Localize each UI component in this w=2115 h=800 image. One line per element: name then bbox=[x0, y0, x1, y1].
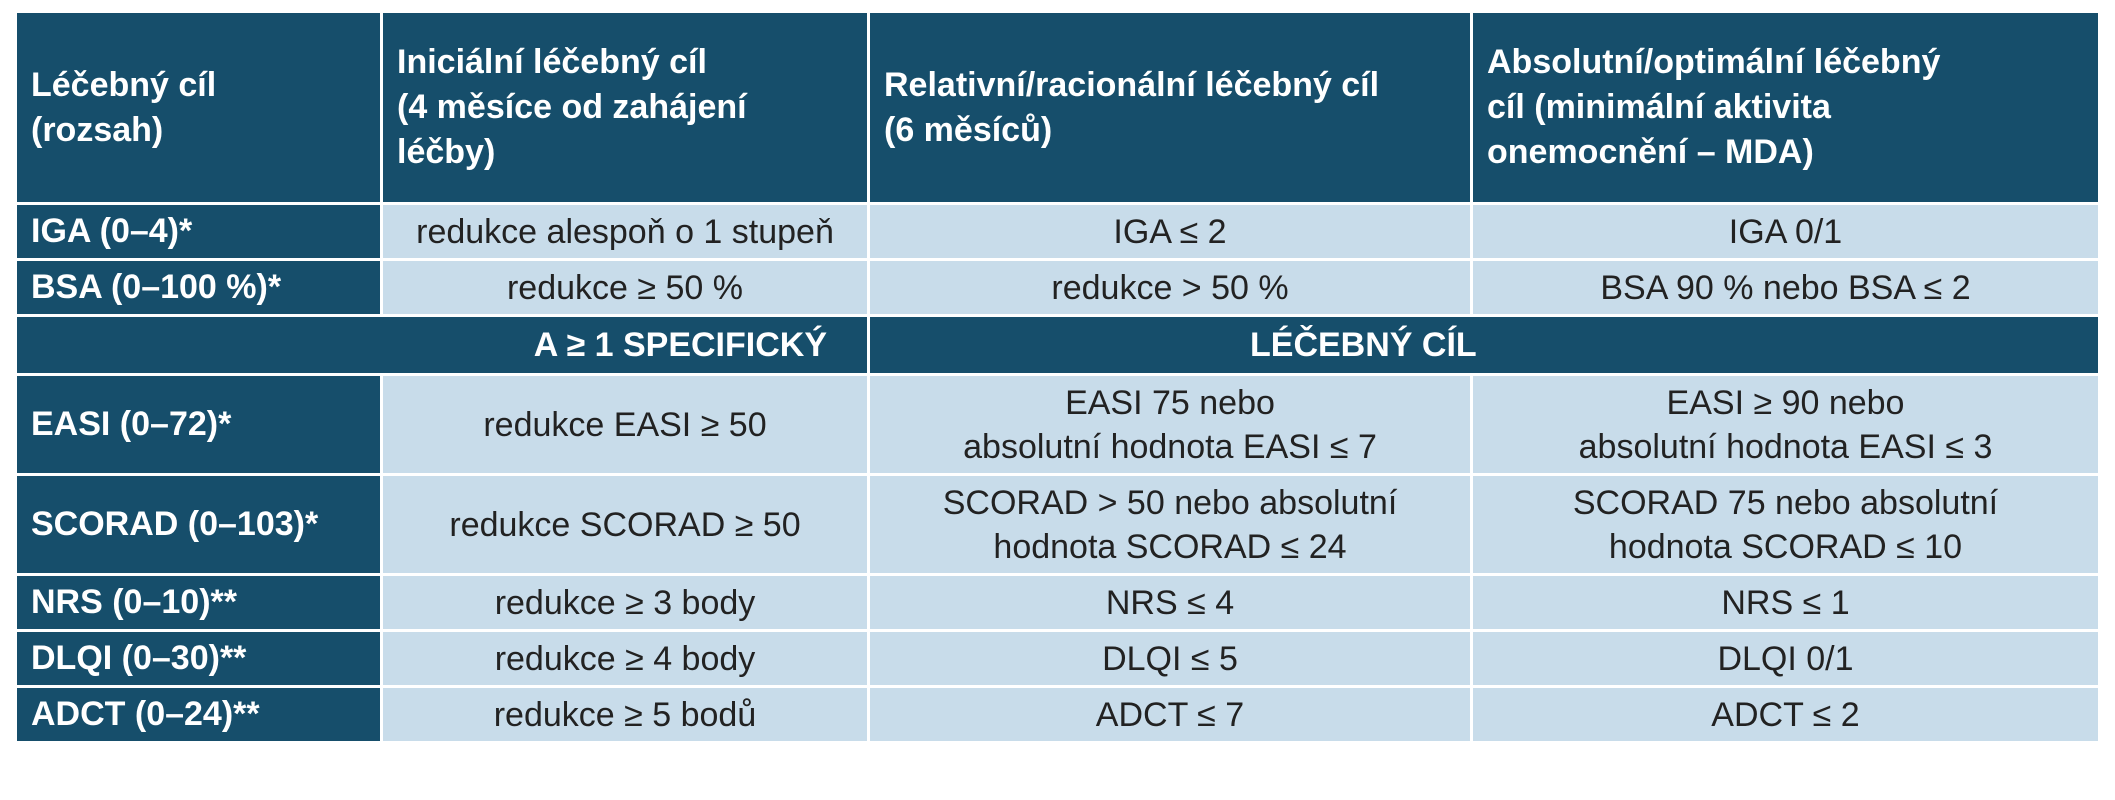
cell-line: redukce EASI ≥ 50 bbox=[483, 405, 767, 444]
header-relative-goal: Relativní/racionální léčebný cíl (6 měsí… bbox=[867, 10, 1473, 205]
relative-goal-cell: IGA ≤ 2 bbox=[867, 202, 1473, 261]
cell-line: redukce ≥ 5 bodů bbox=[493, 695, 757, 734]
relative-goal-cell: SCORAD > 50 nebo absolutní hodnota SCORA… bbox=[867, 473, 1473, 576]
cell-line: redukce ≥ 50 % bbox=[506, 268, 743, 307]
header-text-line: (4 měsíce od zahájení bbox=[397, 88, 747, 126]
header-text-line: onemocnění – MDA) bbox=[1487, 133, 1814, 171]
separator-row: A ≥ 1 SPECIFICKÝ LÉČEBNÝ CÍL bbox=[14, 314, 2101, 376]
cell-line: BSA 90 % nebo BSA ≤ 2 bbox=[1600, 268, 1971, 307]
cell-line: IGA 0/1 bbox=[1728, 212, 1843, 251]
cell-line: EASI ≥ 90 nebo bbox=[1666, 383, 1905, 422]
cell-line: redukce alespoň o 1 stupeň bbox=[416, 212, 834, 251]
row-label: IGA (0–4)* bbox=[14, 202, 383, 261]
absolute-goal-cell: EASI ≥ 90 nebo absolutní hodnota EASI ≤ … bbox=[1470, 373, 2101, 476]
header-text-line: Relativní/racionální léčebný cíl bbox=[884, 65, 1380, 104]
header-text-line: (rozsah) bbox=[31, 110, 164, 149]
initial-goal-cell: redukce ≥ 4 body bbox=[380, 629, 870, 688]
relative-goal-cell: DLQI ≤ 5 bbox=[867, 629, 1473, 688]
header-initial-goal: Iniciální léčebný cíl (4 měsíce od zaháj… bbox=[380, 10, 870, 205]
relative-goal-cell: ADCT ≤ 7 bbox=[867, 685, 1473, 744]
cell-line: IGA ≤ 2 bbox=[1113, 212, 1227, 251]
header-goal-range: Léčebný cíl (rozsah) bbox=[14, 10, 383, 205]
table-row: IGA (0–4)* redukce alespoň o 1 stupeň IG… bbox=[14, 202, 2101, 261]
cell-line: absolutní hodnota EASI ≤ 7 bbox=[963, 427, 1377, 466]
cell-line: redukce ≥ 4 body bbox=[494, 639, 756, 678]
absolute-goal-cell: IGA 0/1 bbox=[1470, 202, 2101, 261]
initial-goal-cell: redukce SCORAD ≥ 50 bbox=[380, 473, 870, 576]
cell-line: hodnota SCORAD ≤ 10 bbox=[1608, 527, 1963, 566]
cell-line: NRS ≤ 4 bbox=[1105, 583, 1235, 622]
initial-goal-cell: redukce ≥ 5 bodů bbox=[380, 685, 870, 744]
header-text-line: léčby) bbox=[397, 133, 496, 171]
table-row: DLQI (0–30)** redukce ≥ 4 body DLQI ≤ 5 … bbox=[14, 629, 2101, 688]
separator-left: A ≥ 1 SPECIFICKÝ bbox=[14, 314, 870, 376]
row-label: DLQI (0–30)** bbox=[14, 629, 383, 688]
cell-line: SCORAD 75 nebo absolutní bbox=[1572, 483, 1999, 522]
absolute-goal-cell: BSA 90 % nebo BSA ≤ 2 bbox=[1470, 258, 2101, 317]
row-label: EASI (0–72)* bbox=[14, 373, 383, 476]
cell-line: DLQI ≤ 5 bbox=[1102, 639, 1238, 678]
cell-line: ADCT ≤ 7 bbox=[1095, 695, 1245, 734]
cell-line: EASI 75 nebo bbox=[1065, 383, 1275, 422]
header-text-line: cíl (minimální aktivita bbox=[1487, 88, 1831, 126]
cell-line: SCORAD > 50 nebo absolutní bbox=[942, 483, 1398, 522]
cell-line: ADCT ≤ 2 bbox=[1711, 695, 1860, 734]
absolute-goal-cell: NRS ≤ 1 bbox=[1470, 573, 2101, 632]
cell-line: NRS ≤ 1 bbox=[1721, 583, 1850, 622]
header-absolute-goal: Absolutní/optimální léčebný cíl (minimál… bbox=[1470, 10, 2101, 205]
initial-goal-cell: redukce ≥ 50 % bbox=[380, 258, 870, 317]
row-label: ADCT (0–24)** bbox=[14, 685, 383, 744]
table-row: NRS (0–10)** redukce ≥ 3 body NRS ≤ 4 NR… bbox=[14, 573, 2101, 632]
cell-line: hodnota SCORAD ≤ 24 bbox=[993, 527, 1347, 566]
cell-line: absolutní hodnota EASI ≤ 3 bbox=[1578, 427, 1993, 466]
absolute-goal-cell: SCORAD 75 nebo absolutní hodnota SCORAD … bbox=[1470, 473, 2101, 576]
cell-line: DLQI 0/1 bbox=[1717, 639, 1854, 678]
initial-goal-cell: redukce EASI ≥ 50 bbox=[380, 373, 870, 476]
absolute-goal-cell: DLQI 0/1 bbox=[1470, 629, 2101, 688]
table-row: ADCT (0–24)** redukce ≥ 5 bodů ADCT ≤ 7 … bbox=[14, 685, 2101, 744]
relative-goal-cell: NRS ≤ 4 bbox=[867, 573, 1473, 632]
relative-goal-cell: redukce > 50 % bbox=[867, 258, 1473, 317]
header-text-line: Absolutní/optimální léčebný bbox=[1487, 43, 1941, 81]
initial-goal-cell: redukce ≥ 3 body bbox=[380, 573, 870, 632]
row-label: SCORAD (0–103)* bbox=[14, 473, 383, 576]
table-header-row: Léčebný cíl (rozsah) Iniciální léčebný c… bbox=[14, 10, 2101, 205]
absolute-goal-cell: ADCT ≤ 2 bbox=[1470, 685, 2101, 744]
separator-right: LÉČEBNÝ CÍL bbox=[867, 314, 2101, 376]
header-text-line: Léčebný cíl bbox=[31, 65, 217, 104]
cell-line: redukce ≥ 3 body bbox=[494, 583, 756, 622]
table-row: SCORAD (0–103)* redukce SCORAD ≥ 50 SCOR… bbox=[14, 473, 2101, 576]
row-label: BSA (0–100 %)* bbox=[14, 258, 383, 317]
cell-line: redukce > 50 % bbox=[1051, 268, 1289, 307]
header-text-line: (6 měsíců) bbox=[884, 110, 1053, 149]
cell-line: redukce SCORAD ≥ 50 bbox=[449, 505, 801, 544]
table-row: BSA (0–100 %)* redukce ≥ 50 % redukce > … bbox=[14, 258, 2101, 317]
header-text-line: Iniciální léčebný cíl bbox=[397, 43, 707, 81]
treatment-goals-table-container: Léčebný cíl (rozsah) Iniciální léčebný c… bbox=[14, 10, 2101, 744]
row-label: NRS (0–10)** bbox=[14, 573, 383, 632]
relative-goal-cell: EASI 75 nebo absolutní hodnota EASI ≤ 7 bbox=[867, 373, 1473, 476]
table-row: EASI (0–72)* redukce EASI ≥ 50 EASI 75 n… bbox=[14, 373, 2101, 476]
treatment-goals-table: Léčebný cíl (rozsah) Iniciální léčebný c… bbox=[14, 10, 2101, 744]
initial-goal-cell: redukce alespoň o 1 stupeň bbox=[380, 202, 870, 261]
